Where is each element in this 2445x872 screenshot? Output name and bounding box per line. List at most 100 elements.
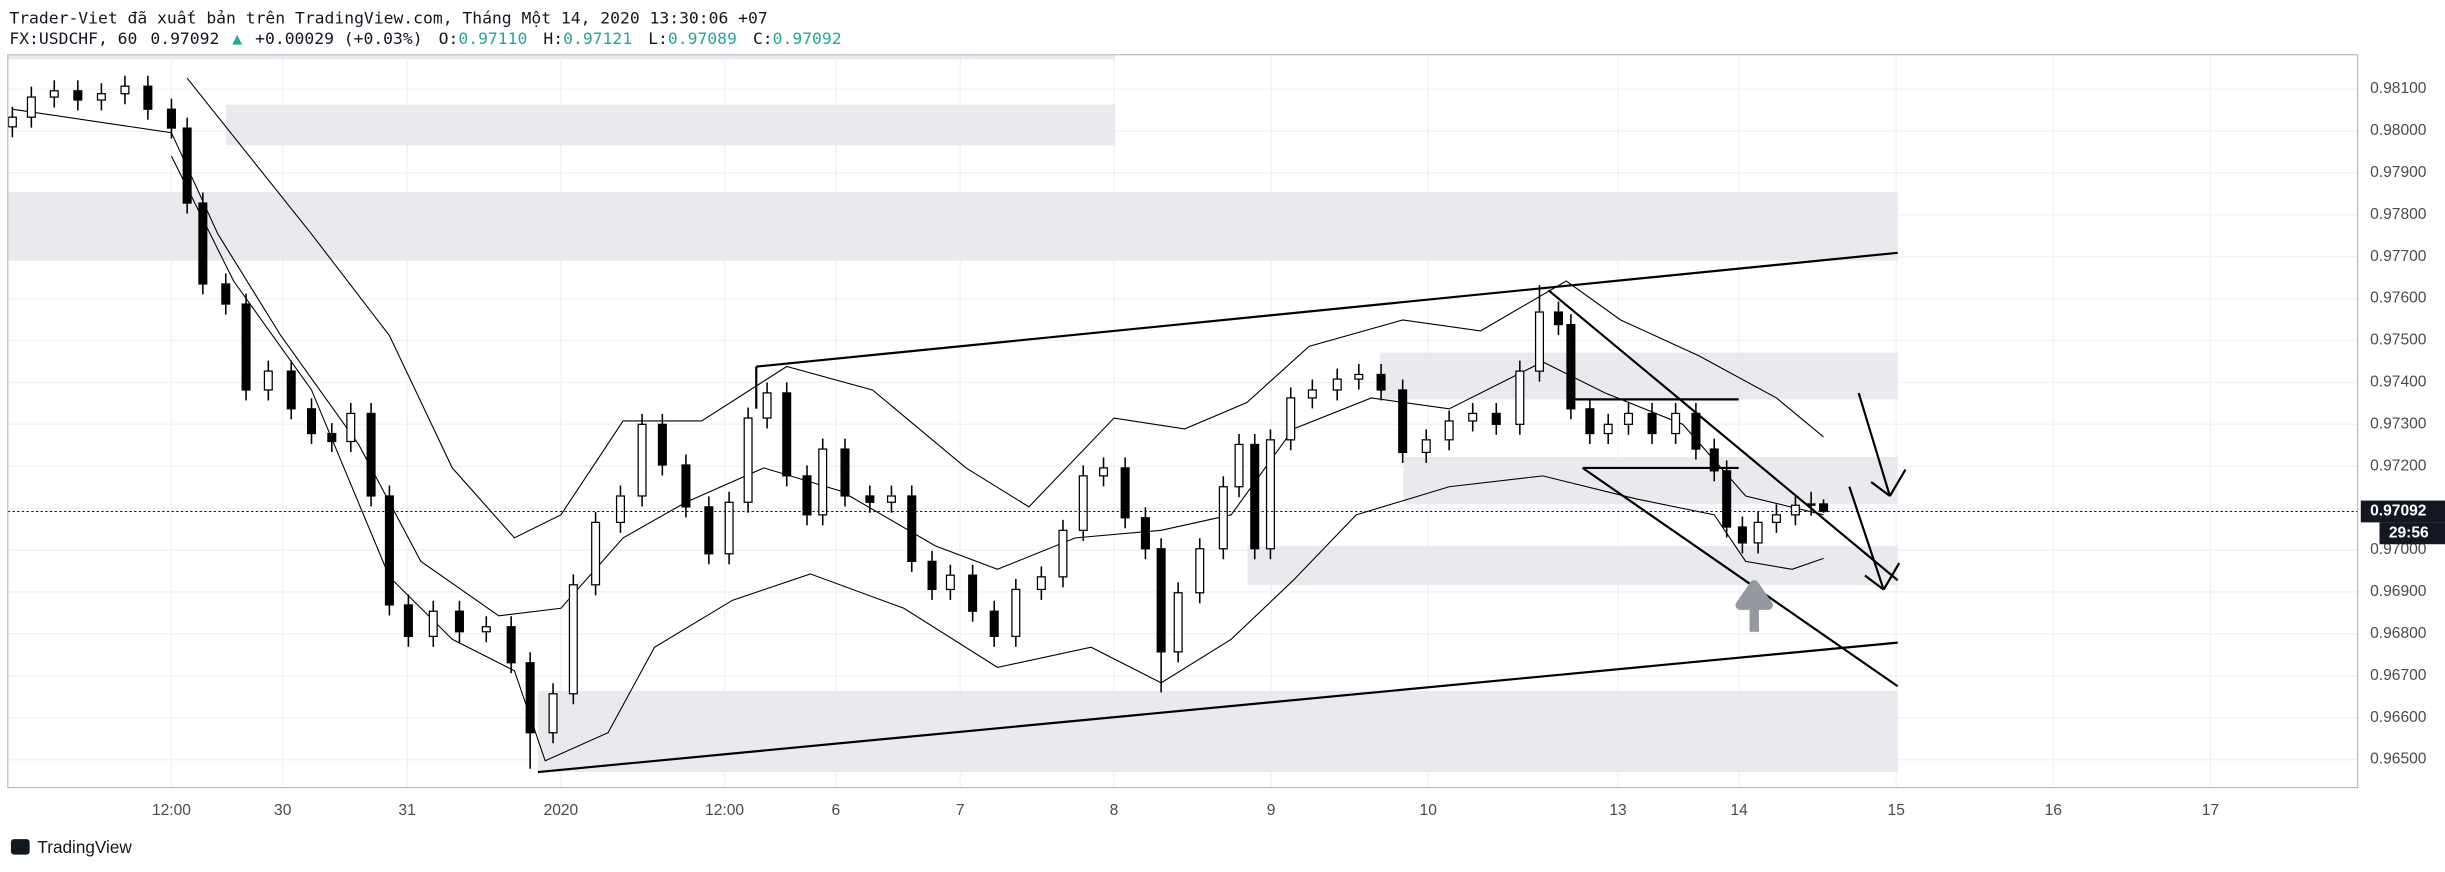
candle-body [403,604,413,637]
candle-body [1265,439,1275,550]
candle-body [327,432,337,443]
candle-body [198,202,208,285]
candle-body [346,412,356,443]
close-label: C: [753,29,773,48]
x-tick-label: 6 [831,802,840,819]
candle-body [241,303,251,391]
footer: TradingView [10,837,132,857]
countdown-box [2379,522,2445,545]
candle-body [49,90,59,98]
plot-border [7,54,2359,789]
candle-body [1771,514,1781,524]
candle-body [802,475,812,516]
candle-body [1354,373,1364,380]
candle-body [945,574,955,591]
y-tick-label: 0.97400 [2370,374,2427,391]
y-tick-label: 0.96900 [2370,583,2427,600]
channel-line [1582,467,1899,688]
candle-body [96,93,106,101]
y-tick-label: 0.97000 [2370,541,2427,558]
trend-line [537,641,1898,774]
candle-body [1099,467,1109,477]
candle-body [615,495,625,524]
candle-body [548,693,558,734]
candle-body [865,495,875,503]
candle-body [818,448,828,516]
open-value: 0.97110 [458,29,527,48]
x-tick-label: 13 [1609,802,1626,819]
candle-body [384,495,394,606]
x-tick-label: 12:00 [705,802,744,819]
candle-body [182,127,192,204]
candle-body [1421,439,1431,454]
zones [7,54,1898,773]
legend-line: FX:USDCHF, 60 0.97092 ▲ +0.00029 (+0.03%… [9,29,841,48]
candle-body [428,610,438,637]
candle-body [968,574,978,612]
candle-body [782,392,792,477]
change-arrow: ▲ [232,29,242,48]
candle-body [1376,373,1386,391]
candle-body [907,495,917,562]
x-tick-label: 16 [2045,802,2062,819]
candle-body [263,370,273,391]
low-value: 0.97089 [668,29,737,48]
zone [537,690,1898,773]
zone [1403,457,1898,504]
x-tick-label: 2020 [544,802,579,819]
candle-body [143,85,153,110]
y-tick-label: 0.96700 [2370,667,2427,684]
candle-body [286,370,296,410]
candle-body [7,116,17,128]
candle-body [1515,370,1525,425]
candle-body [762,392,772,419]
candle-body [1286,397,1296,441]
candle-body [366,412,376,497]
low-label: L: [648,29,668,48]
y-tick-label: 0.97500 [2370,332,2427,349]
x-tick-label: 12:00 [152,802,191,819]
candle-body [927,560,937,591]
candle-body [525,662,535,734]
y-tick-label: 0.97700 [2370,248,2427,265]
trend-line [756,251,1898,368]
candle-body [506,626,516,664]
candle-body [1753,521,1763,544]
candle-body [1250,443,1260,550]
y-tick-label: 0.97200 [2370,457,2427,474]
x-tick-label: 9 [1267,802,1276,819]
candle-body [1173,592,1183,653]
candle-body [1468,412,1478,422]
y-tick-label: 0.96800 [2370,625,2427,642]
publisher: Trader-Viet đã xuất bản trên TradingView… [9,8,767,27]
candle-body [1790,504,1800,516]
candle-body [454,610,464,633]
candle-body [1058,529,1068,578]
zone [1247,545,1898,585]
candle-body [568,584,578,695]
candle-body [591,521,601,586]
candle-body [1120,467,1130,519]
band-line [170,155,1824,762]
x-tick-label: 15 [1888,802,1906,819]
close-value: 0.97092 [773,29,842,48]
y-tick-label: 0.96500 [2370,751,2427,768]
candle-body [1140,517,1150,550]
brand: TradingView [37,837,132,857]
candle-body [657,423,667,466]
candle-body [1307,389,1317,399]
candle-body [26,96,36,118]
candle-body [166,108,176,129]
candle-body [1332,378,1342,391]
y-tick-label: 0.97300 [2370,415,2427,432]
x-tick-label: 14 [1730,802,1748,819]
candle-body [1603,423,1613,435]
plot [7,75,2358,769]
candle-body [1819,503,1829,513]
candle-body [1585,408,1595,435]
candle-body [1444,420,1454,441]
y-tick-label: 0.98100 [2370,80,2427,97]
candle-body [886,495,896,503]
